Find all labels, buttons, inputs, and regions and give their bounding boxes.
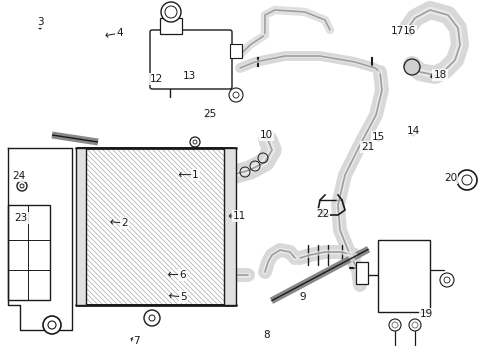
- Circle shape: [403, 59, 419, 75]
- Text: 1: 1: [192, 170, 199, 180]
- Bar: [355, 262, 367, 284]
- Text: 8: 8: [263, 330, 269, 340]
- Text: 24: 24: [12, 171, 25, 181]
- Circle shape: [388, 319, 400, 331]
- Text: 25: 25: [203, 109, 217, 120]
- Text: 18: 18: [432, 70, 446, 80]
- Bar: [377, 240, 429, 312]
- Circle shape: [411, 322, 417, 328]
- Text: 20: 20: [443, 173, 456, 183]
- Text: 2: 2: [121, 218, 128, 228]
- Text: 17: 17: [389, 26, 403, 36]
- Text: 23: 23: [14, 213, 28, 223]
- Circle shape: [190, 137, 200, 147]
- Text: 13: 13: [183, 71, 196, 81]
- Bar: [8, 205, 50, 300]
- Circle shape: [443, 277, 449, 283]
- Text: 12: 12: [149, 74, 163, 84]
- Circle shape: [149, 315, 155, 321]
- Circle shape: [391, 322, 397, 328]
- Circle shape: [17, 181, 27, 191]
- Text: 4: 4: [116, 28, 123, 38]
- Text: 15: 15: [371, 132, 385, 142]
- Text: 22: 22: [315, 209, 329, 219]
- Bar: [78, 148, 231, 305]
- Text: 11: 11: [232, 211, 246, 221]
- Bar: [76, 148, 86, 305]
- Circle shape: [408, 319, 420, 331]
- Circle shape: [43, 316, 61, 334]
- Text: 21: 21: [360, 142, 374, 152]
- Text: 9: 9: [299, 292, 306, 302]
- Circle shape: [228, 88, 243, 102]
- Bar: [160, 18, 182, 34]
- Circle shape: [161, 2, 181, 22]
- Circle shape: [232, 92, 239, 98]
- Text: 10: 10: [260, 130, 272, 140]
- Text: 19: 19: [419, 309, 433, 319]
- Bar: [224, 148, 236, 305]
- Bar: [78, 148, 231, 305]
- Circle shape: [193, 140, 197, 144]
- FancyBboxPatch shape: [150, 30, 231, 89]
- Text: 7: 7: [133, 336, 140, 346]
- Circle shape: [164, 6, 177, 18]
- Circle shape: [439, 273, 453, 287]
- Text: 16: 16: [402, 26, 416, 36]
- Circle shape: [143, 310, 160, 326]
- Circle shape: [20, 184, 24, 188]
- Text: 5: 5: [180, 292, 186, 302]
- Bar: [229, 44, 242, 58]
- Text: 3: 3: [37, 17, 43, 27]
- Text: 6: 6: [179, 270, 185, 280]
- Circle shape: [48, 321, 56, 329]
- Text: 14: 14: [406, 126, 419, 136]
